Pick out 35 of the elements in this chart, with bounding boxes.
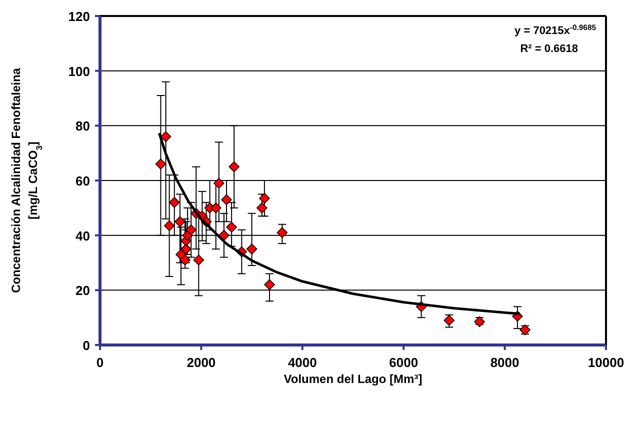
- point: [164, 220, 175, 232]
- x-axis-title: Volumen del Lago [Mm³]: [284, 372, 422, 386]
- x-tick-label: 6000: [389, 355, 418, 370]
- point: [168, 197, 180, 208]
- point: [160, 131, 172, 142]
- point: [218, 230, 230, 241]
- point: [221, 194, 232, 206]
- point: [226, 222, 237, 233]
- point: [259, 192, 270, 204]
- point: [474, 316, 485, 328]
- point: [193, 254, 204, 266]
- x-tick-label: 0: [96, 355, 104, 370]
- y-tick-label: 40: [76, 228, 90, 244]
- x-tick-label: 2000: [186, 355, 216, 370]
- y-tick-label: 100: [68, 64, 90, 79]
- point: [214, 178, 224, 189]
- x-tick-label: 8000: [490, 355, 520, 370]
- point: [276, 227, 288, 238]
- annotation: R² = 0.6618: [520, 43, 578, 55]
- annotation: y = 70215x$^{-0.9685}$: [514, 22, 597, 37]
- y-tick-label: 60: [76, 174, 90, 188]
- point: [246, 244, 258, 254]
- point: [210, 202, 222, 214]
- y-tick-label: 0: [82, 338, 90, 353]
- y-tick-label: 80: [76, 118, 90, 134]
- x-tick-label: 4000: [288, 355, 317, 370]
- point: [264, 279, 275, 290]
- point: [186, 224, 196, 236]
- y-tick-label: 120: [68, 9, 90, 24]
- point: [155, 158, 166, 170]
- point: [444, 314, 455, 326]
- point: [256, 202, 268, 214]
- point: [228, 161, 240, 172]
- x-tick-label: 10000: [588, 355, 624, 370]
- y-tick-label: 20: [76, 283, 90, 298]
